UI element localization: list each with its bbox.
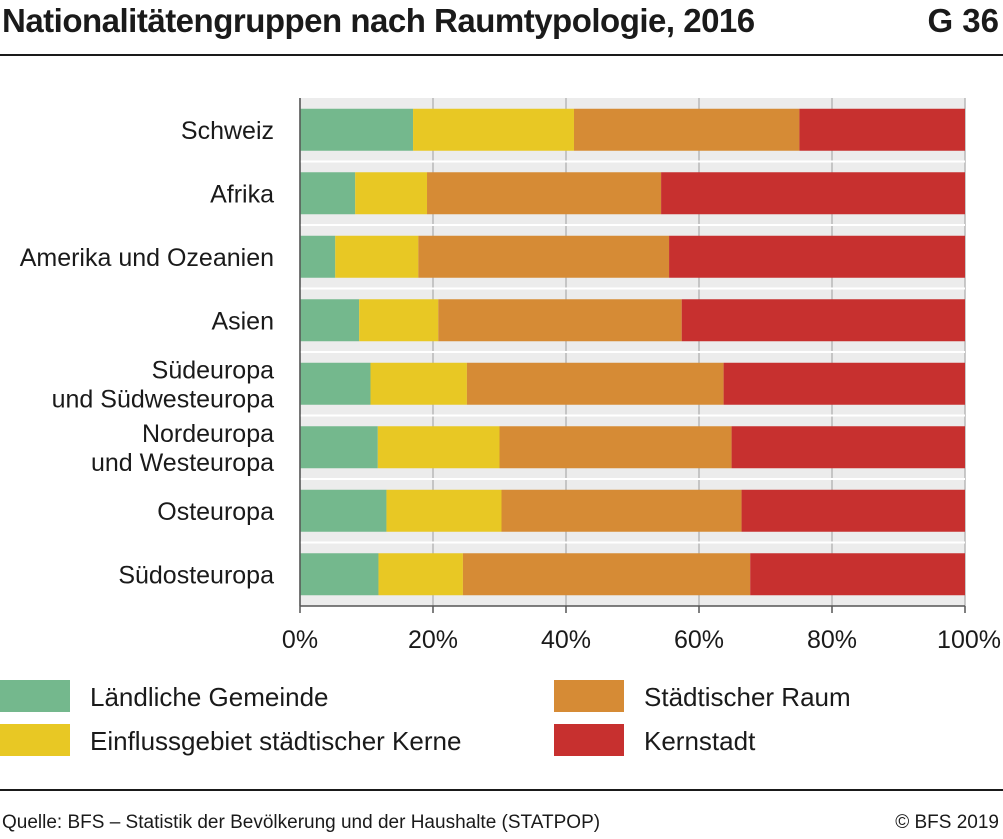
legend-swatch-laendliche-gemeinde [0,680,70,712]
bar-segment [300,108,414,151]
footer-rule [0,789,1003,791]
x-tick-label: 20% [408,626,458,654]
legend-label-staedtischer-raum: Städtischer Raum [644,682,851,712]
bar-segment [723,362,965,405]
category-label: Südeuropa [152,356,274,384]
legend-swatch-staedtischer-raum [554,680,624,712]
stacked-bar-chart: Schweiz Afrika Amerika und Ozeanien Asien Sü… [20,98,1001,654]
bar-segment [427,172,662,215]
bar-segment [377,426,500,469]
category-label: Nordeuropa [142,420,274,448]
bar-segment [300,553,379,596]
bar-segment [741,489,965,532]
bar-segment [462,553,751,596]
chart-title: Nationalitätengruppen nach Raumtypologie… [2,2,755,39]
legend-swatch-einflussgebiet [0,724,70,756]
copyright-note: © BFS 2019 [895,812,999,833]
header-rule [0,54,1003,56]
bar-segment [300,426,378,469]
bar-segment [300,235,336,278]
bar-segment [418,235,670,278]
bar-segment [335,235,419,278]
legend-label-einflussgebiet: Einflussgebiet städtischer Kerne [90,726,462,756]
source-note: Quelle: BFS – Statistik der Bevölkerung … [2,812,601,833]
category-label: Osteuropa [157,498,274,526]
x-tick-label: 100% [937,626,1001,654]
bar-segment [300,299,360,342]
bar-segment [300,489,387,532]
bar-segment [750,553,965,596]
bar-segment [359,299,439,342]
legend-label-laendliche-gemeinde: Ländliche Gemeinde [90,682,329,712]
bar-segment [466,362,724,405]
category-label: und Südwesteuropa [52,385,274,413]
bar-segment [438,299,682,342]
bar-segment [573,108,800,151]
bar-segment [731,426,965,469]
category-label: Afrika [210,180,274,208]
bar-segment [681,299,965,342]
x-tick-label: 80% [807,626,857,654]
bar-segment [370,362,467,405]
x-tick-label: 60% [674,626,724,654]
bar-segment [355,172,428,215]
bar-segment [661,172,965,215]
x-tick-label: 0% [282,626,318,654]
category-label: Südosteuropa [118,561,274,589]
category-label: und Westeuropa [91,449,274,477]
legend-label-kernstadt: Kernstadt [644,726,756,756]
bar-segment [378,553,463,596]
bar-segment [499,426,732,469]
bar-segment [413,108,574,151]
bar-segment [386,489,502,532]
legend-swatch-kernstadt [554,724,624,756]
category-label: Schweiz [181,117,274,145]
x-tick-label: 40% [541,626,591,654]
category-label: Asien [211,307,274,335]
bar-segment [300,362,371,405]
category-label: Amerika und Ozeanien [20,244,274,272]
bar-segment [300,172,356,215]
bar-segment [799,108,965,151]
bar-segment [501,489,742,532]
graphic-number: G 36 [927,2,999,39]
bar-segment [669,235,965,278]
